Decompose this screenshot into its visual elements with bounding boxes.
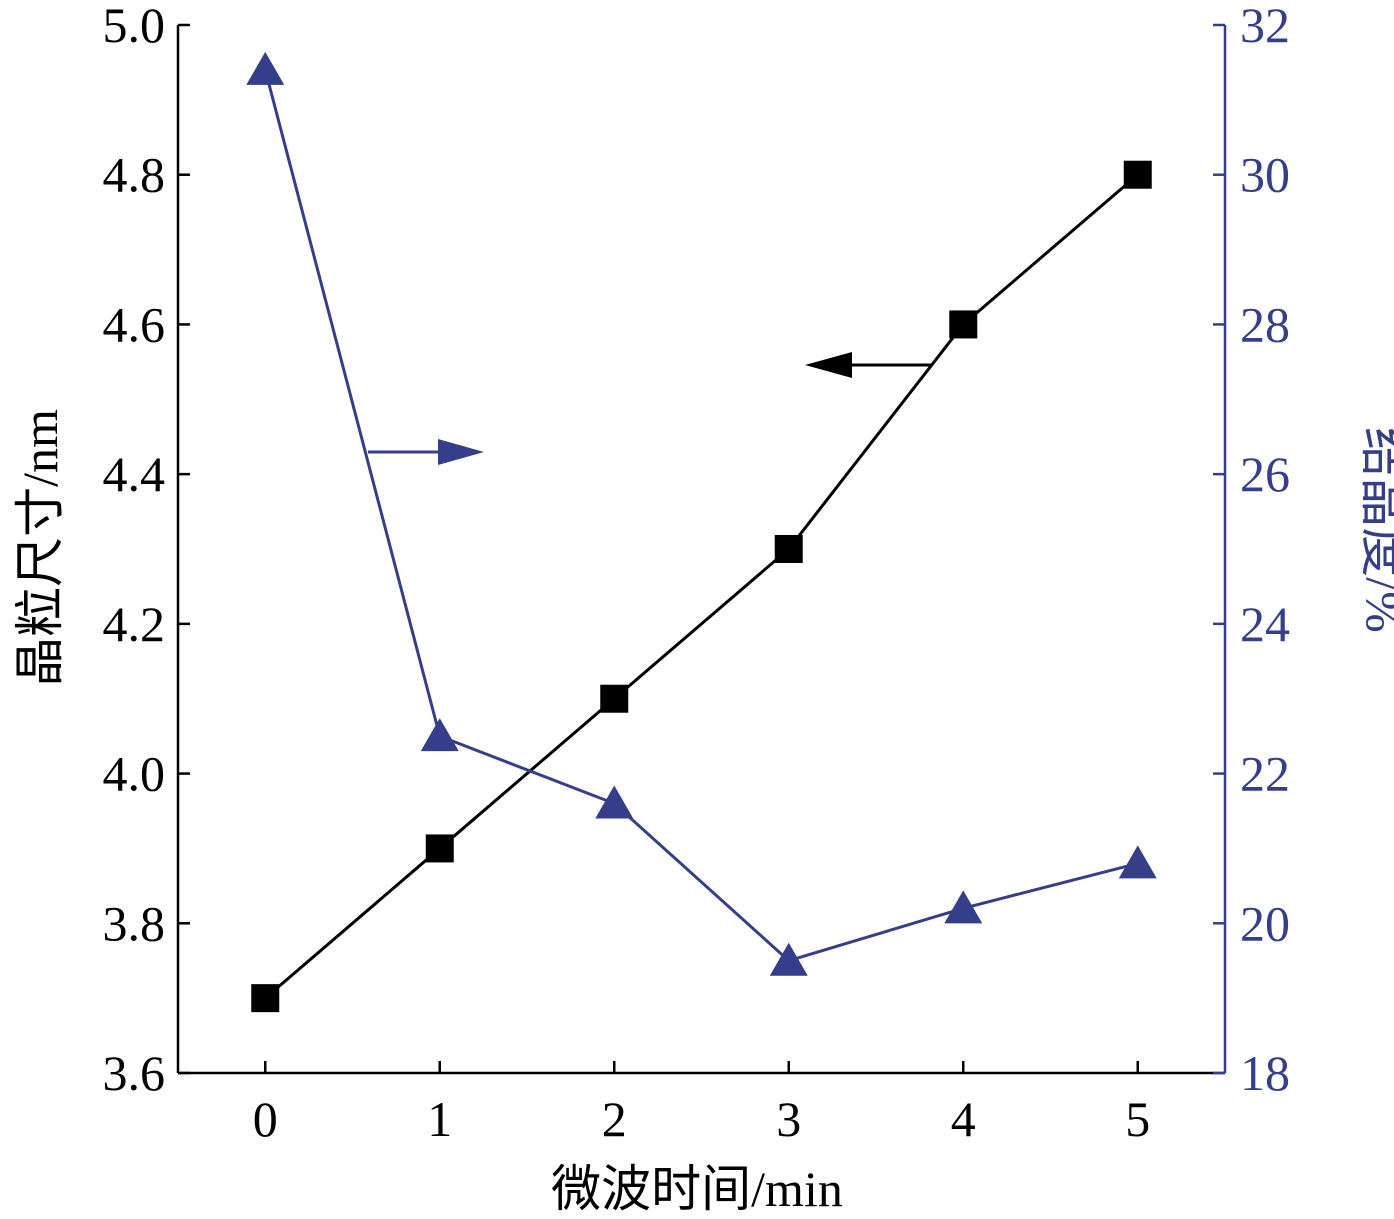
axes (176, 25, 1227, 1075)
grain-size-point (774, 535, 803, 563)
series (246, 51, 1157, 1013)
crystallinity-point (1118, 845, 1157, 879)
crystallinity-point (595, 785, 634, 819)
y-right-tick-label: 20 (1240, 895, 1290, 951)
x-tick-label: 3 (776, 1091, 801, 1147)
y-right-tick-label: 30 (1240, 147, 1290, 203)
y-left-tick-label: 4.2 (103, 596, 166, 652)
y-right-tick-label: 32 (1240, 0, 1290, 53)
x-tick-label: 0 (253, 1091, 278, 1147)
crystallinity-point (246, 51, 285, 85)
y-right-tick-label: 22 (1240, 746, 1290, 802)
grain-size-point (425, 834, 454, 863)
x-tick-label: 5 (1125, 1091, 1150, 1147)
crystallinity-point (420, 718, 459, 752)
y-right-tick-label: 26 (1240, 446, 1290, 502)
crystallinity-point (944, 890, 983, 924)
y-right-tick-label: 28 (1240, 296, 1290, 352)
y-right-tick-label: 18 (1240, 1045, 1290, 1101)
y-left-tick-label: 4.8 (103, 147, 166, 203)
y-left-axis-title: 晶粒尺寸/nm (12, 409, 68, 687)
y-right-axis-title: 结晶度/% (1356, 427, 1394, 633)
y-left-tick-label: 3.6 (103, 1045, 166, 1101)
x-tick-label: 1 (427, 1091, 452, 1147)
grain-size-point (600, 684, 629, 713)
x-tick-label: 2 (602, 1091, 627, 1147)
y-left-tick-label: 4.0 (103, 746, 166, 802)
y-right-tick-label: 24 (1240, 596, 1290, 652)
x-tick-label: 4 (951, 1091, 976, 1147)
left-axis-arrow-head (805, 352, 852, 378)
annotations (368, 352, 932, 465)
crystallinity-line (263, 69, 1139, 963)
grain-size-point (1123, 160, 1152, 189)
x-axis-title: 微波时间/min (551, 1161, 843, 1217)
y-left-tick-label: 5.0 (103, 0, 166, 53)
y-left-tick-label: 3.8 (103, 895, 166, 951)
grain-size-point (251, 984, 280, 1013)
y-left-tick-label: 4.4 (103, 446, 166, 502)
crystallinity-point (769, 942, 808, 976)
grain-size-line (264, 173, 1139, 1000)
y-left-tick-label: 4.6 (103, 296, 166, 352)
right-axis-arrow-head (438, 439, 484, 465)
grain-size-point (949, 310, 978, 339)
ticks: 3.63.84.04.24.44.64.85.01820222426283032… (103, 0, 1291, 1147)
